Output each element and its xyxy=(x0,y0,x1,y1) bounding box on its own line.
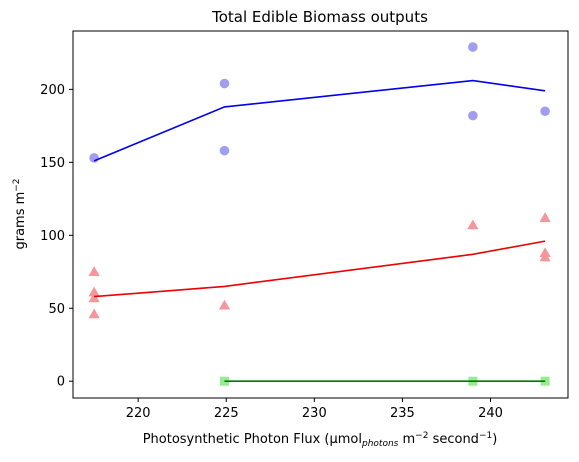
data-point xyxy=(467,219,479,230)
y-axis: 0 50 100 150 200 xyxy=(40,83,73,390)
series-line xyxy=(93,79,546,162)
x-axis-label: Photosynthetic Photon Flux (μmolphotons … xyxy=(143,431,498,449)
data-point xyxy=(468,110,478,121)
data-point xyxy=(88,308,100,319)
data-point xyxy=(219,145,230,156)
y-tick-label: 200 xyxy=(40,83,65,98)
x-tick-label: 240 xyxy=(478,406,503,421)
data-point xyxy=(88,292,100,303)
x-tick-label: 225 xyxy=(214,406,239,421)
data-point xyxy=(219,78,230,89)
x-tick-label: 220 xyxy=(126,406,151,421)
x-tick-label: 235 xyxy=(390,406,415,421)
series-layer xyxy=(88,42,551,386)
y-tick-label: 50 xyxy=(48,302,65,317)
y-tick-label: 150 xyxy=(40,156,65,171)
x-axis: 220 225 230 235 240 xyxy=(126,398,503,421)
data-point xyxy=(219,376,229,386)
data-point xyxy=(89,153,99,163)
data-point xyxy=(539,212,551,222)
chart-title: Total Edible Biomass outputs xyxy=(211,8,428,26)
y-tick-label: 0 xyxy=(57,375,65,390)
series-green xyxy=(219,376,550,386)
y-tick-label: 100 xyxy=(40,229,65,244)
series-blue xyxy=(89,42,550,163)
x-tick-label: 230 xyxy=(302,406,327,421)
plot-frame xyxy=(72,30,569,399)
series-line xyxy=(94,240,546,298)
data-point xyxy=(88,286,100,297)
data-point xyxy=(88,266,100,276)
data-point xyxy=(218,299,231,310)
y-axis-label: grams m−2 xyxy=(12,178,28,249)
data-point xyxy=(540,106,550,117)
series-red xyxy=(88,212,551,319)
data-point xyxy=(539,251,551,262)
data-point xyxy=(468,42,478,52)
plot-area xyxy=(72,30,569,399)
